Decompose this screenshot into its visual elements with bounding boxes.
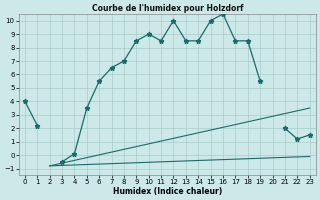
X-axis label: Humidex (Indice chaleur): Humidex (Indice chaleur) [113, 187, 222, 196]
Title: Courbe de l'humidex pour Holzdorf: Courbe de l'humidex pour Holzdorf [92, 4, 243, 13]
